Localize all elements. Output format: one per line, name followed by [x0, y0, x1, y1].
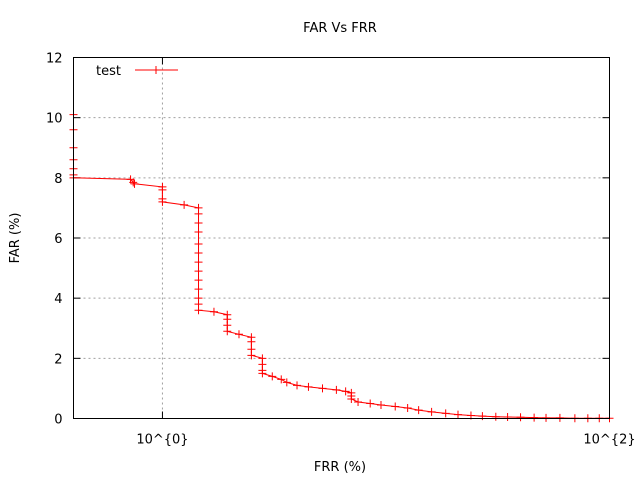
data-point: [194, 258, 203, 267]
data-point: [258, 369, 267, 378]
legend-marker-sample: [152, 66, 160, 74]
data-point: [427, 407, 436, 416]
data-point: [304, 382, 313, 391]
data-point: [194, 209, 203, 218]
data-point: [453, 410, 462, 419]
data-point: [194, 240, 203, 249]
data-point: [194, 306, 203, 315]
data-point: [247, 337, 256, 346]
y-tick-label: 12: [46, 52, 63, 67]
legend: test: [96, 64, 178, 79]
data-point: [282, 378, 291, 387]
data-point: [194, 249, 203, 258]
data-point: [354, 397, 363, 406]
data-point: [441, 409, 450, 418]
data-point: [194, 218, 203, 227]
data-point: [194, 267, 203, 276]
data-point: [516, 413, 525, 422]
data-point: [491, 412, 500, 421]
data-point: [391, 402, 400, 411]
data-point: [180, 200, 189, 209]
data-point: [268, 372, 277, 381]
series-line: [73, 114, 610, 419]
y-axis-label: FAR (%): [8, 213, 23, 264]
y-tick-label: 10: [46, 112, 63, 127]
y-tick-label: 6: [54, 232, 62, 247]
plot-frame: [73, 57, 610, 419]
data-point: [530, 413, 539, 422]
x-tick-label: 10^{2}: [583, 433, 635, 448]
data-point: [332, 385, 341, 394]
y-tick-label: 2: [54, 352, 62, 367]
data-point: [376, 400, 385, 409]
x-axis-label: FRR (%): [314, 460, 366, 475]
data-point: [542, 413, 551, 422]
data-point: [341, 387, 350, 396]
x-tick-label: 10^{0}: [136, 433, 188, 448]
y-tick-label: 4: [54, 292, 62, 307]
data-point: [503, 412, 512, 421]
data-point: [158, 197, 167, 206]
data-point: [194, 285, 203, 294]
data-point: [318, 384, 327, 393]
data-point: [130, 179, 139, 188]
data-point: [414, 406, 423, 415]
grid-lines: [73, 57, 610, 419]
data-point: [403, 403, 412, 412]
chart-title: FAR Vs FRR: [303, 21, 377, 36]
series-test: [69, 110, 614, 423]
data-point: [366, 399, 375, 408]
data-point: [209, 307, 218, 316]
data-point: [158, 185, 167, 194]
data-point: [129, 178, 138, 187]
data-point: [194, 276, 203, 285]
data-point: [247, 351, 256, 360]
data-point: [277, 375, 286, 384]
data-point: [555, 413, 564, 422]
axis-ticks: 0 2 4 6 8 10 12 10^{0} 10^{2}: [46, 52, 636, 448]
y-tick-label: 8: [54, 172, 62, 187]
data-point: [234, 330, 243, 339]
y-tick-label: 0: [54, 413, 62, 428]
data-point: [194, 227, 203, 236]
data-point: [293, 381, 302, 390]
data-point: [347, 394, 356, 403]
data-point: [223, 327, 232, 336]
legend-label-test: test: [96, 64, 121, 79]
